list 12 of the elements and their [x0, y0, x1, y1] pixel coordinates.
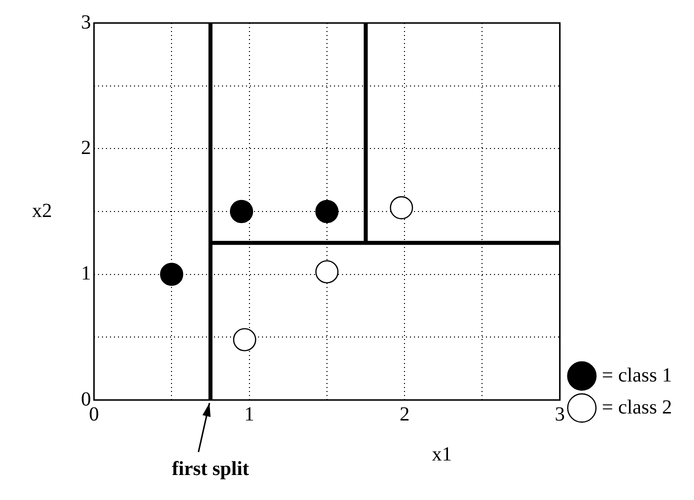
x-tick-label: 1 — [244, 403, 254, 426]
x-tick-label: 3 — [554, 403, 565, 426]
x-tick-label: 2 — [400, 403, 410, 426]
y-tick-label: 0 — [81, 388, 91, 410]
x-axis-title: x1 — [432, 443, 452, 466]
legend-label: = class 2 — [602, 396, 672, 418]
annotation: first split — [172, 458, 250, 480]
y-tick-label: 1 — [81, 262, 91, 285]
y-axis-title: x2 — [32, 200, 52, 222]
legend-label: = class 1 — [602, 364, 672, 386]
y-tick-label: 3 — [81, 11, 91, 34]
y-tick-label: 2 — [81, 136, 91, 159]
